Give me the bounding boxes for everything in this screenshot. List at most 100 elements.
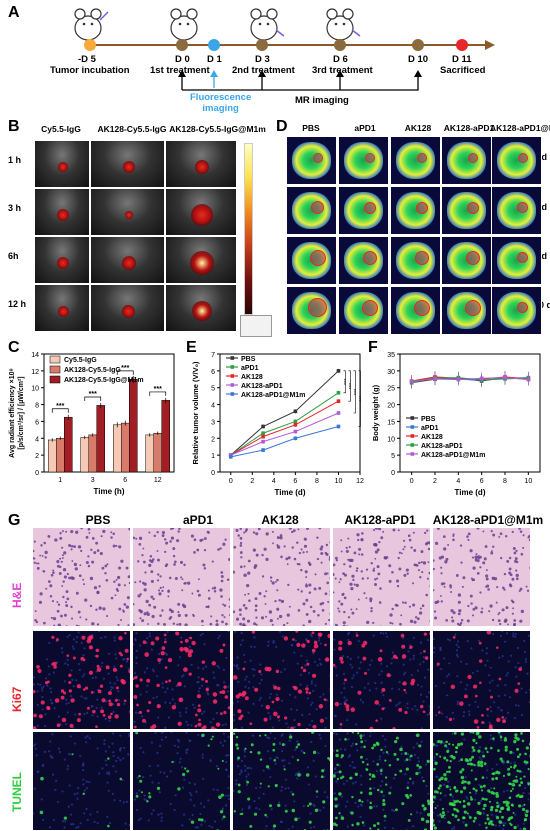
column-label: aPD1 bbox=[340, 123, 390, 133]
y-tick-label: 4 bbox=[35, 436, 39, 443]
histology-image bbox=[232, 527, 331, 627]
bar bbox=[89, 435, 97, 472]
bar bbox=[97, 405, 105, 472]
legend-swatch bbox=[50, 366, 60, 373]
mr-image bbox=[491, 236, 542, 285]
row-label: 3 h bbox=[8, 203, 21, 213]
legend-label: PBS bbox=[241, 356, 256, 363]
fluorescence-image bbox=[34, 284, 90, 332]
significance-label: *** bbox=[154, 386, 162, 393]
data-point bbox=[294, 430, 298, 434]
row-label: 1 h bbox=[8, 155, 21, 165]
x-axis-label: Time (h) bbox=[94, 487, 125, 496]
column-label: AK128-aPD1@M1m bbox=[490, 123, 548, 133]
mr-image bbox=[390, 186, 441, 235]
mr-image bbox=[338, 136, 389, 185]
x-tick-label: 1 bbox=[58, 477, 62, 484]
legend-label: AK128 bbox=[421, 434, 443, 441]
y-tick-label: 0 bbox=[35, 470, 39, 477]
data-point bbox=[410, 380, 414, 384]
colorbar-legend-box bbox=[240, 315, 272, 337]
row-label: 6h bbox=[8, 251, 19, 261]
y-tick-label: 20 bbox=[387, 403, 395, 410]
histology-image bbox=[432, 630, 531, 730]
y-tick-label: 1 bbox=[211, 453, 215, 460]
timeline-day: D 1 bbox=[207, 54, 222, 65]
column-label: AK128 bbox=[393, 123, 443, 133]
legend-label: AK128-Cy5.5-IgG@M1m bbox=[64, 377, 144, 384]
panel-label-b: B bbox=[8, 118, 20, 136]
bar bbox=[129, 379, 137, 472]
x-tick-label: 6 bbox=[480, 478, 484, 485]
fluorescence-image bbox=[90, 236, 165, 284]
x-tick-label: 6 bbox=[123, 477, 127, 484]
mr-image bbox=[441, 186, 492, 235]
y-tick-label: 5 bbox=[211, 386, 215, 393]
y-tick-label: 35 bbox=[387, 352, 395, 359]
data-point bbox=[261, 425, 265, 429]
y-tick-label: 2 bbox=[211, 436, 215, 443]
x-axis-label: Time (d) bbox=[275, 488, 306, 497]
timeline-event: 1st treatment bbox=[150, 65, 210, 76]
data-point bbox=[457, 378, 461, 382]
x-tick-label: 10 bbox=[335, 478, 343, 485]
y-tick-label: 6 bbox=[211, 369, 215, 376]
x-tick-label: 12 bbox=[356, 478, 364, 485]
x-axis-label: Time (d) bbox=[455, 488, 486, 497]
mr-image bbox=[338, 286, 389, 335]
significance-label: *** bbox=[89, 391, 97, 398]
data-point bbox=[527, 378, 531, 382]
data-point bbox=[261, 440, 265, 444]
y-axis-label: Body weight (g) bbox=[371, 384, 380, 441]
data-point bbox=[261, 435, 265, 439]
row-label-ki67: Ki67 bbox=[10, 687, 24, 712]
x-tick-label: 0 bbox=[229, 478, 233, 485]
column-label: AK128-Cy5.5-IgG@M1m bbox=[165, 124, 270, 134]
bar bbox=[64, 417, 72, 472]
fluorescence-label: Fluorescence imaging bbox=[190, 92, 251, 114]
y-tick-label: 0 bbox=[211, 470, 215, 477]
timeline-day: -D 5 bbox=[78, 54, 96, 65]
bar bbox=[56, 438, 64, 472]
fluorescence-image bbox=[165, 284, 237, 332]
significance-label: *** bbox=[354, 388, 360, 395]
mr-image bbox=[390, 286, 441, 335]
data-point bbox=[261, 448, 265, 452]
data-point bbox=[294, 420, 298, 424]
histology-image bbox=[32, 731, 131, 831]
panel-label-g: G bbox=[8, 512, 20, 530]
mr-imaging-label: MR imaging bbox=[295, 95, 349, 106]
histology-image bbox=[232, 630, 331, 730]
column-label: Cy5.5-IgG bbox=[36, 124, 86, 134]
histology-image bbox=[132, 527, 231, 627]
mr-image bbox=[441, 236, 492, 285]
fluorescence-image bbox=[90, 284, 165, 332]
series-line bbox=[231, 401, 339, 455]
column-label: AK128 bbox=[230, 513, 330, 527]
mouse-icon bbox=[327, 9, 360, 40]
mr-image bbox=[286, 236, 337, 285]
timeline-day: D 3 bbox=[255, 54, 270, 65]
significance-label: *** bbox=[359, 395, 365, 402]
histology-image bbox=[332, 630, 431, 730]
data-point bbox=[294, 410, 298, 414]
histology-image bbox=[332, 527, 431, 627]
column-label: PBS bbox=[286, 123, 336, 133]
legend-label: AK128-aPD1@M1m bbox=[241, 392, 305, 399]
legend-label: PBS bbox=[421, 416, 436, 423]
timeline-event: Tumor incubation bbox=[50, 65, 130, 76]
y-tick-label: 14 bbox=[31, 352, 39, 359]
mr-image bbox=[491, 286, 542, 335]
fluorescence-image bbox=[165, 140, 237, 188]
timeline-event: 3rd treatment bbox=[312, 65, 373, 76]
row-label: 12 h bbox=[8, 299, 26, 309]
bar bbox=[121, 423, 129, 472]
fluorescence-image bbox=[34, 188, 90, 236]
legend-label: aPD1 bbox=[421, 425, 439, 432]
bar bbox=[113, 425, 121, 472]
fluorescence-image bbox=[34, 236, 90, 284]
histology-image bbox=[32, 630, 131, 730]
mr-image bbox=[338, 186, 389, 235]
row-label-he: H&E bbox=[10, 583, 24, 608]
data-point bbox=[337, 369, 341, 373]
